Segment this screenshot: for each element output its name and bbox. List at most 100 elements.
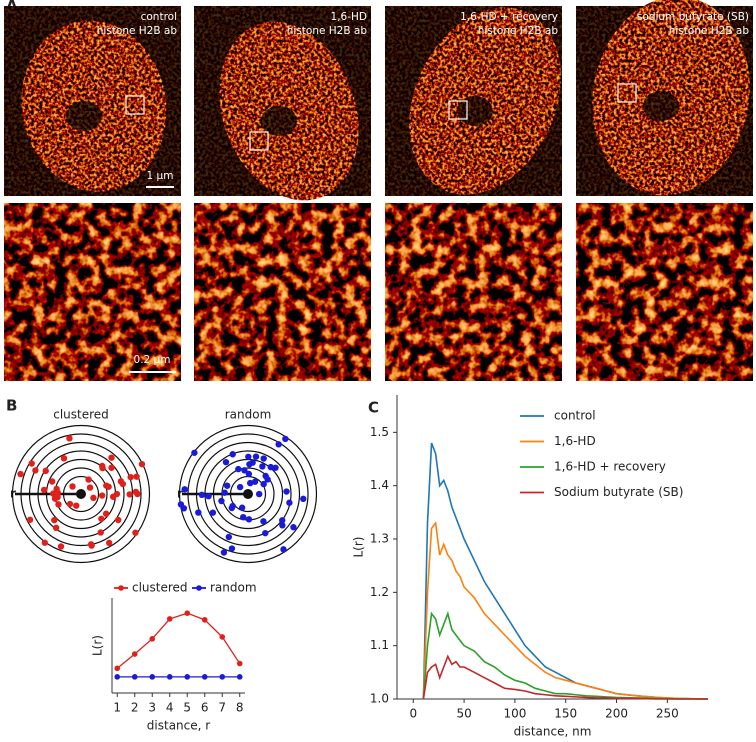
dot bbox=[229, 451, 236, 458]
x-axis-label: distance, nm bbox=[514, 725, 592, 739]
y-axis-label: L(r) bbox=[352, 537, 366, 558]
dot bbox=[52, 524, 60, 532]
dot bbox=[108, 464, 115, 471]
dot bbox=[181, 486, 188, 493]
dot bbox=[220, 549, 228, 556]
x-axis-label: distance, r bbox=[147, 719, 210, 733]
diagram-title: random bbox=[225, 408, 272, 422]
dot bbox=[221, 489, 228, 496]
dot bbox=[249, 459, 256, 466]
dot bbox=[73, 502, 80, 509]
point bbox=[201, 674, 208, 680]
dot bbox=[41, 539, 48, 546]
point bbox=[131, 674, 138, 680]
dot bbox=[241, 467, 248, 474]
y-tick-label: 1.4 bbox=[370, 478, 389, 492]
legend-marker bbox=[196, 585, 202, 591]
dot bbox=[50, 490, 57, 497]
series-line bbox=[422, 611, 708, 700]
dot bbox=[32, 467, 39, 474]
dot bbox=[66, 500, 74, 508]
dot bbox=[88, 542, 95, 549]
x-tick-label: 2 bbox=[131, 701, 139, 715]
dot bbox=[272, 464, 279, 471]
center bbox=[243, 489, 253, 499]
dot bbox=[97, 529, 104, 536]
dot bbox=[132, 488, 140, 496]
legend-label: 1,6-HD + recovery bbox=[554, 460, 666, 474]
dot bbox=[275, 441, 282, 448]
dot bbox=[86, 484, 94, 491]
dot bbox=[228, 545, 236, 552]
dot bbox=[245, 453, 252, 460]
dot bbox=[85, 476, 92, 483]
nucleolus bbox=[66, 101, 102, 131]
dot bbox=[26, 516, 34, 523]
x-tick-label: 4 bbox=[166, 701, 174, 715]
legend-label: clustered bbox=[132, 581, 188, 595]
dot bbox=[40, 486, 48, 494]
dot bbox=[225, 533, 233, 541]
series-line bbox=[422, 442, 709, 700]
y-tick-label: 1.0 bbox=[370, 692, 389, 706]
dot bbox=[69, 483, 76, 490]
zoom-texture bbox=[194, 203, 371, 381]
point bbox=[201, 617, 208, 623]
dot bbox=[105, 539, 113, 547]
point bbox=[114, 674, 121, 680]
dot bbox=[119, 480, 127, 488]
dot bbox=[236, 483, 244, 491]
dot bbox=[255, 490, 263, 498]
y-tick-label: 1.5 bbox=[370, 425, 389, 439]
panel-label: C bbox=[368, 399, 379, 417]
dot bbox=[57, 543, 65, 550]
point bbox=[184, 674, 191, 680]
dot bbox=[218, 497, 225, 505]
series-line bbox=[116, 612, 241, 669]
point bbox=[236, 660, 243, 667]
dot bbox=[259, 463, 266, 470]
x-tick-label: 100 bbox=[503, 707, 526, 721]
dot bbox=[251, 478, 259, 485]
dot bbox=[279, 517, 286, 524]
image-subtitle: histone H2B ab bbox=[669, 25, 750, 37]
x-tick-label: 250 bbox=[656, 707, 679, 721]
dot bbox=[66, 435, 73, 442]
zoom-texture bbox=[576, 203, 753, 381]
dot bbox=[103, 482, 110, 489]
dot bbox=[126, 491, 133, 498]
legend-label: Sodium butyrate (SB) bbox=[554, 485, 683, 499]
point bbox=[114, 665, 121, 672]
dot bbox=[229, 502, 236, 510]
dot bbox=[235, 465, 242, 473]
dot bbox=[280, 546, 287, 553]
dot bbox=[290, 524, 297, 531]
dot bbox=[132, 529, 139, 536]
legend-label: control bbox=[554, 409, 596, 423]
dot bbox=[127, 473, 134, 481]
x-tick-label: 50 bbox=[456, 707, 471, 721]
dot bbox=[223, 482, 231, 489]
y-tick-label: 1.3 bbox=[370, 532, 389, 546]
dot bbox=[133, 473, 140, 480]
point bbox=[131, 651, 138, 657]
dot bbox=[260, 480, 267, 488]
dot bbox=[240, 513, 247, 521]
legend-marker bbox=[118, 585, 124, 591]
series-line bbox=[422, 520, 709, 700]
roi-box bbox=[617, 83, 637, 103]
dot bbox=[17, 470, 24, 478]
y-tick-label: 1.1 bbox=[370, 638, 389, 652]
x-tick-label: 5 bbox=[183, 701, 191, 715]
dot bbox=[180, 505, 188, 512]
dot bbox=[264, 476, 271, 483]
diagram-title: clustered bbox=[53, 408, 109, 422]
dot bbox=[279, 522, 286, 529]
dot bbox=[42, 467, 49, 475]
zoom-fill bbox=[194, 203, 371, 381]
dot bbox=[246, 479, 254, 487]
image-subtitle: histone H2B ab bbox=[287, 25, 368, 37]
y-tick-label: 1.2 bbox=[370, 585, 389, 599]
ring bbox=[178, 424, 318, 564]
